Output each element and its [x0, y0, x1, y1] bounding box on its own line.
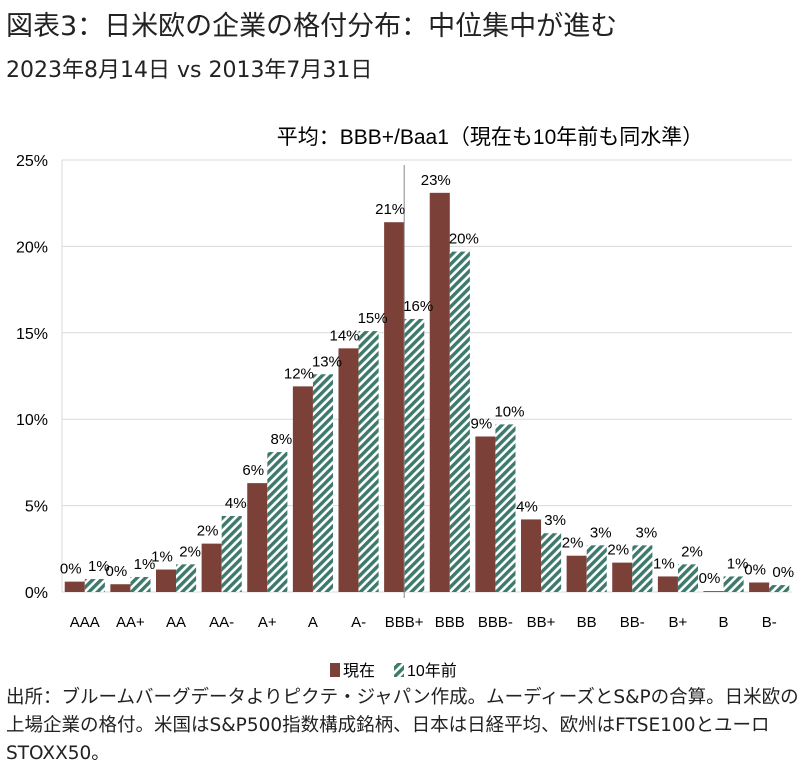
data-label: 4%	[516, 498, 538, 515]
x-tick-label: A-	[351, 614, 366, 631]
data-label: 4%	[225, 495, 247, 512]
data-label: 6%	[242, 462, 264, 479]
x-tick-label: AAA	[70, 614, 100, 631]
bar-current	[64, 581, 85, 592]
y-tick-label: 15%	[16, 326, 48, 343]
bar-current	[155, 569, 177, 592]
bar-current	[566, 555, 587, 592]
data-label: 1%	[88, 558, 110, 575]
y-tick-label: 10%	[16, 412, 48, 429]
x-tick-label: A+	[258, 614, 277, 631]
bar-current	[201, 543, 222, 592]
data-label: 0%	[772, 564, 794, 581]
data-label: 0%	[699, 570, 721, 587]
data-label: 8%	[271, 431, 293, 448]
bar-10y-ago	[677, 564, 699, 592]
legend-label-10y-ago: 10年前	[407, 662, 457, 680]
bar-current	[292, 386, 313, 592]
x-tick-label: BB-	[620, 614, 645, 631]
data-label: 2%	[681, 543, 703, 560]
bar-current	[475, 436, 496, 592]
x-tick-label: B	[719, 614, 729, 631]
data-label: 0%	[744, 561, 766, 578]
legend-swatch-current	[330, 663, 340, 677]
bar-10y-ago	[358, 331, 379, 592]
bar-current	[429, 192, 450, 592]
legend-label-current: 現在	[343, 662, 375, 680]
bar-current	[384, 222, 405, 592]
x-tick-label: AA	[166, 614, 186, 631]
bar-10y-ago	[84, 579, 105, 592]
x-tick-label: BBB-	[478, 614, 513, 631]
data-label: 13%	[312, 353, 342, 370]
x-tick-label: BBB+	[385, 614, 424, 631]
y-tick-label: 5%	[25, 499, 48, 516]
legend: 現在 10年前	[330, 662, 457, 680]
bar-current	[338, 348, 359, 592]
x-tick-label: A	[308, 614, 318, 631]
bar-10y-ago	[586, 545, 607, 592]
bar-10y-ago	[495, 424, 516, 592]
x-tick-label: B+	[669, 614, 688, 631]
x-tick-label: BB	[577, 614, 597, 631]
bar-10y-ago	[176, 564, 197, 592]
bar-current	[612, 562, 633, 592]
bar-10y-ago	[632, 545, 653, 592]
x-tick-label: B-	[762, 614, 777, 631]
bar-current	[110, 584, 131, 592]
bar-10y-ago	[221, 515, 242, 592]
data-label: 20%	[449, 231, 479, 248]
bar-current	[520, 519, 542, 592]
data-label: 23%	[421, 172, 451, 189]
data-label: 0%	[106, 563, 128, 580]
data-label: 14%	[330, 327, 360, 344]
data-label: 2%	[562, 535, 584, 552]
data-label: 3%	[590, 524, 612, 541]
y-tick-label: 0%	[25, 585, 48, 602]
bar-10y-ago	[769, 585, 790, 592]
bar-current	[749, 582, 770, 592]
data-label: 1%	[653, 555, 675, 572]
data-label: 12%	[284, 365, 314, 382]
bar-10y-ago	[723, 576, 744, 592]
bar-current	[657, 576, 678, 592]
data-label: 2%	[607, 542, 629, 559]
legend-swatch-10y-ago	[394, 663, 404, 677]
source-note: 出所：ブルームバーグデータよりピクテ・ジャパン作成。ムーディーズとS&Pの合算。…	[6, 687, 799, 764]
data-label: 16%	[403, 298, 433, 315]
y-tick-label: 20%	[16, 239, 48, 256]
x-tick-label: AA+	[116, 614, 145, 631]
data-label: 3%	[544, 512, 566, 529]
bar-10y-ago	[404, 318, 425, 592]
data-label: 2%	[197, 523, 219, 540]
data-label: 3%	[636, 524, 658, 541]
figure-title: 図表3：日米欧の企業の格付分布：中位集中が進む	[6, 11, 618, 42]
bar-10y-ago	[267, 452, 288, 592]
figure-subtitle: 2023年8月14日 vs 2013年7月31日	[6, 58, 373, 83]
bar-current	[703, 591, 724, 592]
bar-current	[247, 483, 268, 592]
bar-10y-ago	[130, 576, 151, 592]
data-label: 0%	[60, 561, 82, 578]
chart-title: 平均：BBB+/Baa1（現在も10年前も同水準）	[277, 126, 704, 149]
data-label: 10%	[494, 403, 524, 420]
data-label: 2%	[179, 543, 201, 560]
x-tick-label: BBB	[435, 614, 465, 631]
x-tick-label: BB+	[527, 614, 556, 631]
data-label: 1%	[134, 556, 156, 573]
bar-10y-ago	[449, 251, 470, 593]
data-label: 9%	[471, 415, 493, 432]
y-tick-label: 25%	[16, 153, 48, 170]
bar-10y-ago	[312, 374, 334, 592]
data-label: 21%	[375, 201, 405, 218]
bar-10y-ago	[541, 533, 562, 592]
data-label: 1%	[727, 555, 749, 572]
data-label: 1%	[151, 549, 173, 566]
x-tick-label: AA-	[209, 614, 234, 631]
data-label: 15%	[358, 310, 388, 327]
bar-chart: 平均：BBB+/Baa1（現在も10年前も同水準） 0% 5% 10% 15% 20% 2…	[16, 126, 794, 680]
